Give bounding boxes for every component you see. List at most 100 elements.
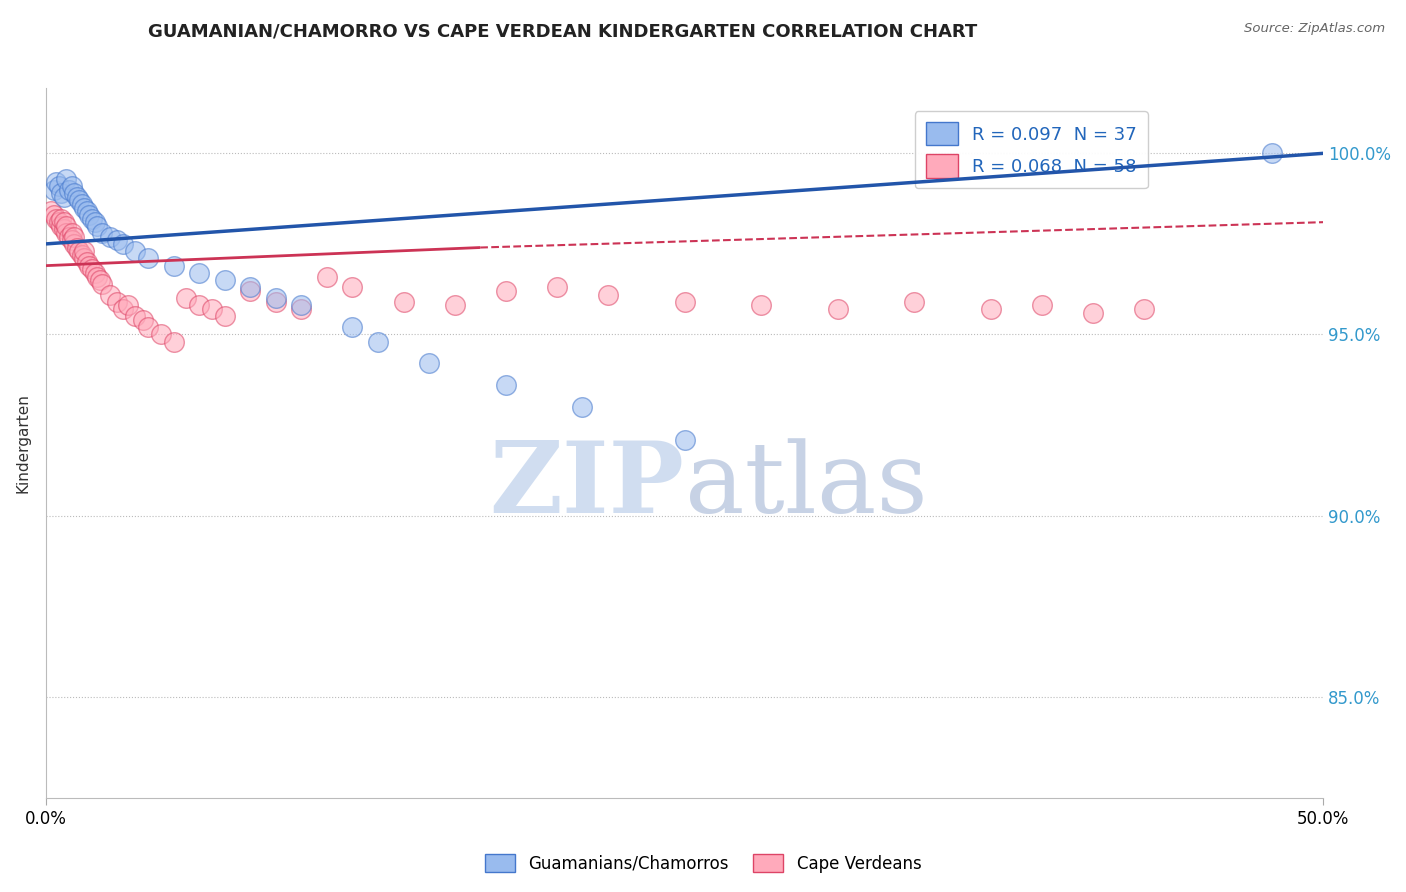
Point: [214, 273, 236, 287]
Point: [290, 302, 312, 317]
Point: [1261, 146, 1284, 161]
Point: [73, 252, 96, 266]
Legend: R = 0.097  N = 37, R = 0.068  N = 58: R = 0.097 N = 37, R = 0.068 N = 58: [915, 112, 1149, 188]
Point: [63, 229, 86, 244]
Point: [596, 287, 619, 301]
Legend: Guamanians/Chamorros, Cape Verdeans: Guamanians/Chamorros, Cape Verdeans: [478, 847, 928, 880]
Text: Source: ZipAtlas.com: Source: ZipAtlas.com: [1244, 22, 1385, 36]
Point: [67, 194, 90, 208]
Point: [117, 298, 139, 312]
Point: [51, 186, 73, 201]
Point: [1133, 302, 1156, 317]
Point: [51, 219, 73, 233]
Point: [83, 266, 105, 280]
Point: [749, 298, 772, 312]
Point: [52, 215, 75, 229]
Point: [63, 236, 86, 251]
Point: [45, 175, 67, 189]
Point: [86, 269, 108, 284]
Point: [39, 204, 62, 219]
Point: [76, 255, 98, 269]
Point: [52, 222, 75, 236]
Point: [107, 294, 129, 309]
Point: [903, 294, 925, 309]
Point: [67, 244, 90, 259]
Point: [86, 219, 108, 233]
Point: [42, 183, 65, 197]
Point: [342, 280, 364, 294]
Point: [132, 313, 155, 327]
Point: [111, 236, 134, 251]
Point: [111, 302, 134, 317]
Point: [79, 208, 101, 222]
Point: [63, 186, 86, 201]
Point: [73, 201, 96, 215]
Point: [55, 226, 77, 240]
Point: [58, 183, 80, 197]
Point: [214, 310, 236, 324]
Point: [91, 277, 114, 291]
Point: [163, 259, 186, 273]
Point: [443, 298, 465, 312]
Point: [264, 294, 287, 309]
Point: [188, 298, 211, 312]
Point: [83, 215, 105, 229]
Point: [316, 269, 339, 284]
Point: [55, 219, 77, 233]
Point: [124, 244, 146, 259]
Point: [1083, 306, 1105, 320]
Point: [42, 208, 65, 222]
Point: [136, 320, 159, 334]
Point: [45, 211, 67, 226]
Point: [980, 302, 1002, 317]
Point: [495, 378, 517, 392]
Point: [52, 190, 75, 204]
Point: [136, 252, 159, 266]
Text: atlas: atlas: [685, 438, 928, 533]
Point: [239, 284, 262, 298]
Point: [98, 229, 121, 244]
Point: [80, 262, 103, 277]
Point: [48, 215, 70, 229]
Point: [55, 171, 77, 186]
Point: [290, 298, 312, 312]
Point: [546, 280, 568, 294]
Point: [65, 240, 87, 254]
Y-axis label: Kindergarten: Kindergarten: [15, 393, 30, 493]
Point: [1031, 298, 1053, 312]
Point: [827, 302, 849, 317]
Point: [73, 244, 96, 259]
Point: [51, 211, 73, 226]
Point: [65, 190, 87, 204]
Point: [149, 327, 172, 342]
Point: [107, 233, 129, 247]
Point: [367, 334, 389, 349]
Point: [98, 287, 121, 301]
Point: [418, 356, 440, 370]
Point: [60, 233, 83, 247]
Point: [48, 178, 70, 193]
Point: [124, 310, 146, 324]
Point: [76, 204, 98, 219]
Point: [60, 178, 83, 193]
Point: [70, 248, 93, 262]
Point: [342, 320, 364, 334]
Point: [239, 280, 262, 294]
Text: ZIP: ZIP: [489, 437, 685, 534]
Point: [79, 259, 101, 273]
Point: [673, 294, 696, 309]
Point: [188, 266, 211, 280]
Point: [91, 226, 114, 240]
Point: [80, 211, 103, 226]
Point: [163, 334, 186, 349]
Point: [571, 400, 593, 414]
Point: [60, 226, 83, 240]
Point: [392, 294, 415, 309]
Point: [264, 291, 287, 305]
Point: [495, 284, 517, 298]
Point: [201, 302, 224, 317]
Text: GUAMANIAN/CHAMORRO VS CAPE VERDEAN KINDERGARTEN CORRELATION CHART: GUAMANIAN/CHAMORRO VS CAPE VERDEAN KINDE…: [148, 22, 977, 40]
Point: [70, 197, 93, 211]
Point: [89, 273, 111, 287]
Point: [58, 229, 80, 244]
